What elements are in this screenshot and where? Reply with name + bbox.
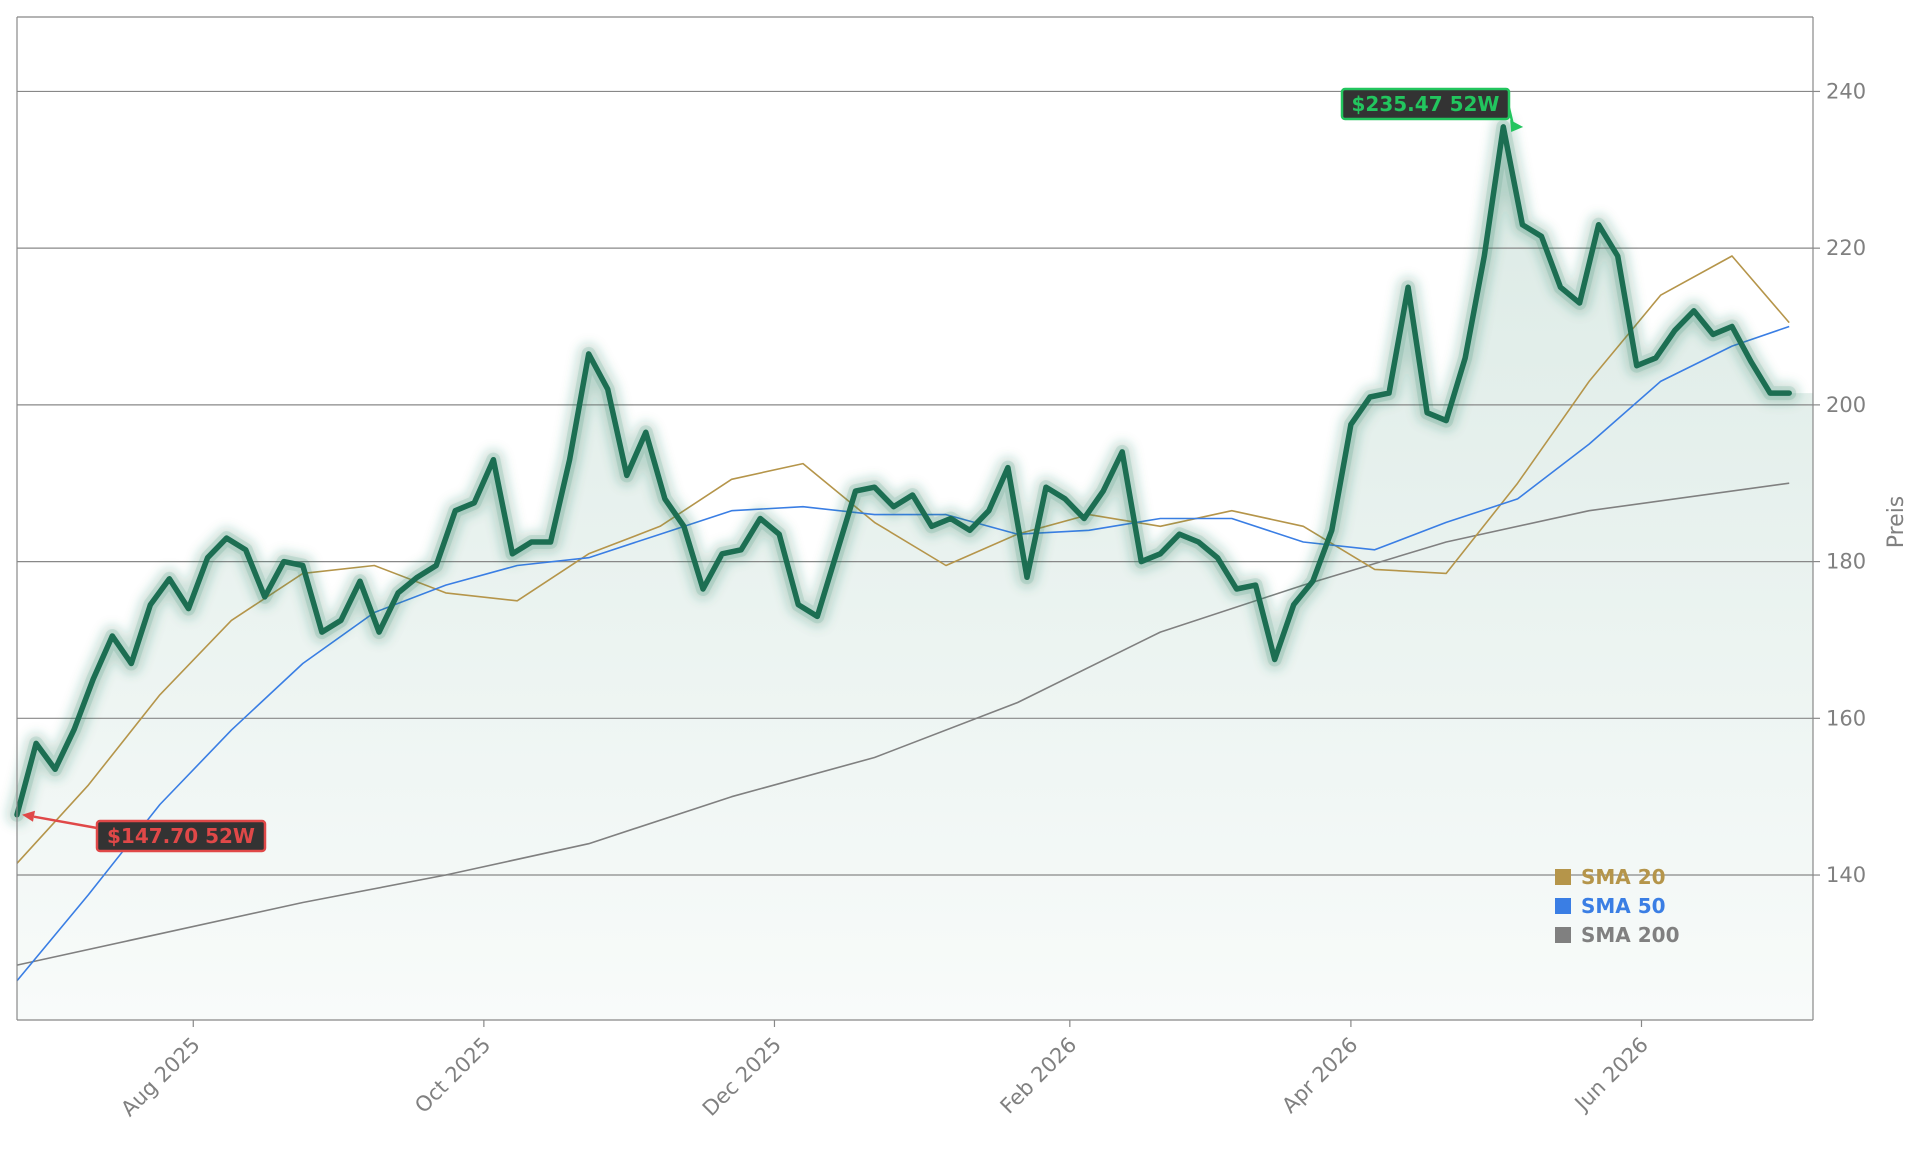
y-axis-label: Preis	[1884, 496, 1909, 549]
y-tick-label: 140	[1826, 863, 1866, 887]
legend-swatch	[1555, 927, 1571, 943]
high-label-box	[1340, 87, 1511, 121]
x-tick-label: Oct 2025	[410, 1033, 495, 1118]
legend-label: SMA 20	[1581, 865, 1666, 889]
sma-line-sma-50	[16, 325, 1790, 982]
x-tick-label: Dec 2025	[698, 1033, 786, 1121]
legend-label: SMA 200	[1581, 923, 1680, 947]
y-tick-label: 220	[1826, 236, 1866, 260]
price-area-fill	[17, 126, 1813, 1020]
low-label-box	[95, 819, 267, 853]
low-label: $147.70 52W	[107, 824, 255, 848]
y-tick-label: 160	[1826, 706, 1866, 730]
low-arrow-line	[33, 815, 98, 830]
y-tick-label: 240	[1826, 79, 1866, 103]
price-line	[14, 124, 1792, 818]
y-tick-label: 180	[1826, 550, 1866, 574]
x-tick-label: Jun 2026	[1569, 1033, 1653, 1117]
legend-label: SMA 50	[1581, 894, 1666, 918]
x-tick-label: Apr 2026	[1277, 1033, 1362, 1118]
x-tick-label: Feb 2026	[996, 1033, 1082, 1119]
high-arrow-head	[1510, 119, 1524, 132]
low-arrow-head	[22, 810, 35, 822]
high-label: $235.47 52W	[1352, 92, 1500, 116]
legend-swatch	[1555, 898, 1571, 914]
legend-swatch	[1555, 869, 1571, 885]
y-tick-label: 200	[1826, 393, 1866, 417]
x-tick-label: Aug 2025	[116, 1033, 204, 1121]
sma-line-sma-200	[16, 482, 1790, 966]
